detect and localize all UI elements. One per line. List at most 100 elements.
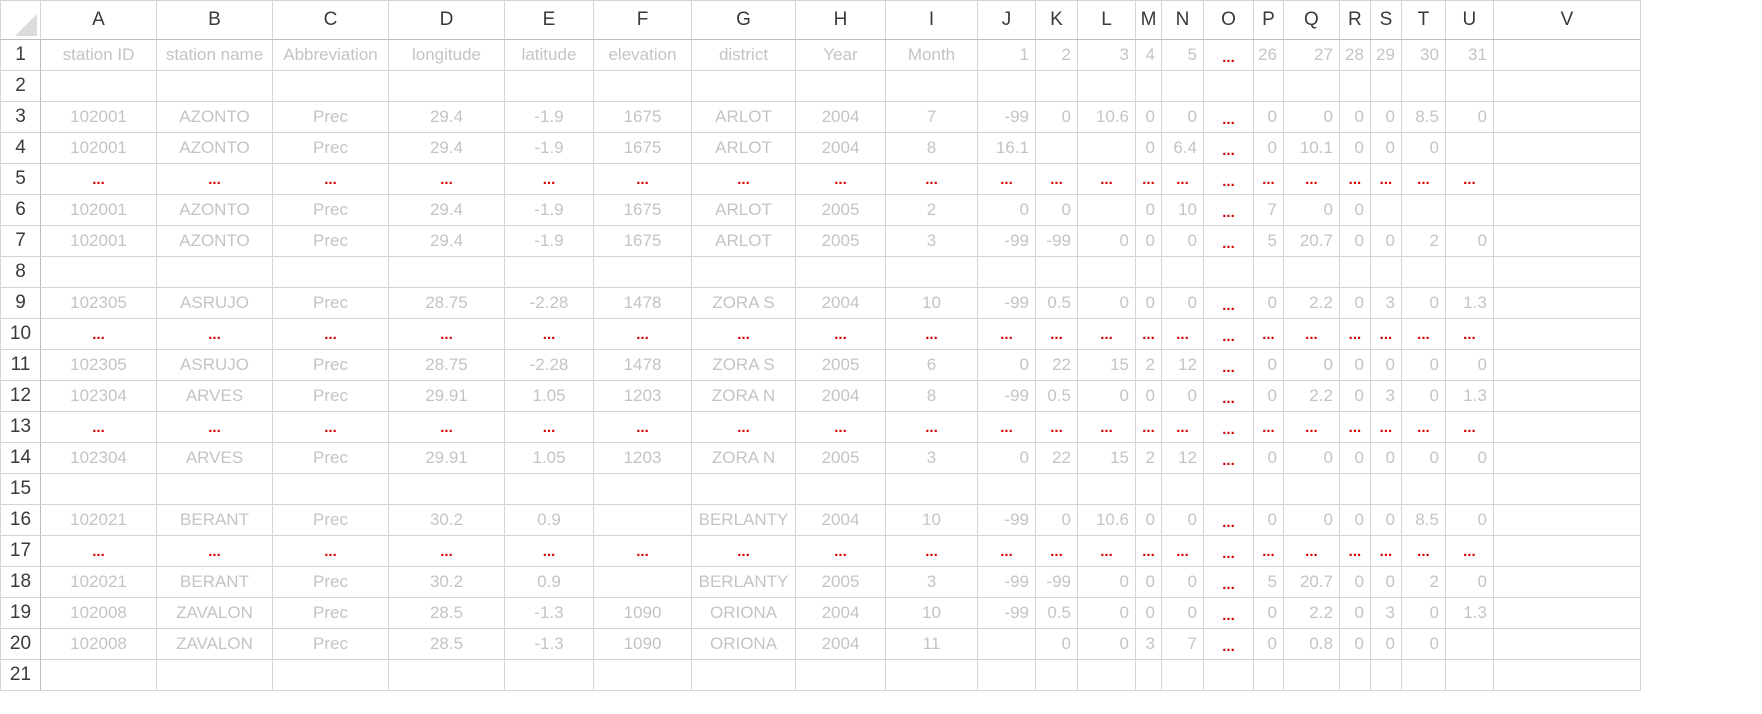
cell-a19[interactable]: 102008 <box>40 597 157 629</box>
cell-s2[interactable] <box>1369 70 1402 102</box>
cell-f4[interactable]: 1675 <box>593 132 692 164</box>
cell-k13[interactable]: ... <box>1035 411 1078 443</box>
cell-p9[interactable]: 0 <box>1253 287 1284 319</box>
cell-b19[interactable]: ZAVALON <box>156 597 273 629</box>
cell-s6[interactable] <box>1369 194 1402 226</box>
cell-o11[interactable]: ... <box>1203 349 1254 381</box>
cell-p14[interactable]: 0 <box>1253 442 1284 474</box>
cell-l11[interactable]: 15 <box>1077 349 1136 381</box>
cell-b11[interactable]: ASRUJO <box>156 349 273 381</box>
cell-k8[interactable] <box>1035 256 1078 288</box>
cell-e21[interactable] <box>504 659 594 691</box>
cell-v17[interactable] <box>1492 535 1641 567</box>
cell-v16[interactable] <box>1492 504 1641 536</box>
column-header-n[interactable]: N <box>1161 0 1204 40</box>
cell-g7[interactable]: ARLOT <box>691 225 796 257</box>
cell-p6[interactable]: 7 <box>1253 194 1284 226</box>
cell-t8[interactable] <box>1400 256 1446 288</box>
cell-d4[interactable]: 29.4 <box>388 132 505 164</box>
cell-a11[interactable]: 102305 <box>40 349 157 381</box>
cell-l15[interactable] <box>1077 473 1136 505</box>
cell-q5[interactable]: ... <box>1282 163 1340 195</box>
column-header-t[interactable]: T <box>1400 0 1446 40</box>
cell-e17[interactable]: ... <box>504 535 594 567</box>
cell-u5[interactable]: ... <box>1444 163 1494 195</box>
cell-c9[interactable]: Prec <box>272 287 389 319</box>
row-header-7[interactable]: 7 <box>0 225 41 257</box>
cell-s14[interactable]: 0 <box>1369 442 1402 474</box>
cell-l19[interactable]: 0 <box>1077 597 1136 629</box>
cell-q7[interactable]: 20.7 <box>1282 225 1340 257</box>
cell-d3[interactable]: 29.4 <box>388 101 505 133</box>
cell-k7[interactable]: -99 <box>1035 225 1078 257</box>
column-header-i[interactable]: I <box>885 0 978 40</box>
cell-v15[interactable] <box>1492 473 1641 505</box>
cell-i18[interactable]: 3 <box>885 566 978 598</box>
cell-p7[interactable]: 5 <box>1253 225 1284 257</box>
cell-a15[interactable] <box>40 473 157 505</box>
cell-c12[interactable]: Prec <box>272 380 389 412</box>
cell-a18[interactable]: 102021 <box>40 566 157 598</box>
cell-e1[interactable]: latitude <box>504 39 594 71</box>
cell-t16[interactable]: 8.5 <box>1400 504 1446 536</box>
cell-q9[interactable]: 2.2 <box>1282 287 1340 319</box>
cell-d2[interactable] <box>388 70 505 102</box>
cell-v9[interactable] <box>1492 287 1641 319</box>
cell-q12[interactable]: 2.2 <box>1282 380 1340 412</box>
cell-n2[interactable] <box>1161 70 1204 102</box>
cell-j5[interactable]: ... <box>977 163 1036 195</box>
column-header-u[interactable]: U <box>1444 0 1494 40</box>
cell-s12[interactable]: 3 <box>1369 380 1402 412</box>
cell-l5[interactable]: ... <box>1077 163 1136 195</box>
cell-s9[interactable]: 3 <box>1369 287 1402 319</box>
cell-h10[interactable]: ... <box>795 318 886 350</box>
cell-c13[interactable]: ... <box>272 411 389 443</box>
cell-p2[interactable] <box>1253 70 1284 102</box>
cell-n18[interactable]: 0 <box>1161 566 1204 598</box>
cell-n6[interactable]: 10 <box>1161 194 1204 226</box>
cell-t12[interactable]: 0 <box>1400 380 1446 412</box>
cell-g14[interactable]: ZORA N <box>691 442 796 474</box>
cell-f12[interactable]: 1203 <box>593 380 692 412</box>
cell-d7[interactable]: 29.4 <box>388 225 505 257</box>
cell-v12[interactable] <box>1492 380 1641 412</box>
cell-q11[interactable]: 0 <box>1282 349 1340 381</box>
cell-q20[interactable]: 0.8 <box>1282 628 1340 660</box>
cell-g10[interactable]: ... <box>691 318 796 350</box>
cell-p11[interactable]: 0 <box>1253 349 1284 381</box>
cell-h7[interactable]: 2005 <box>795 225 886 257</box>
cell-k5[interactable]: ... <box>1035 163 1078 195</box>
cell-k10[interactable]: ... <box>1035 318 1078 350</box>
cell-b12[interactable]: ARVES <box>156 380 273 412</box>
cell-p19[interactable]: 0 <box>1253 597 1284 629</box>
cell-v20[interactable] <box>1492 628 1641 660</box>
row-header-8[interactable]: 8 <box>0 256 41 288</box>
cell-q3[interactable]: 0 <box>1282 101 1340 133</box>
column-header-o[interactable]: O <box>1203 0 1254 40</box>
cell-m21[interactable] <box>1135 659 1162 691</box>
cell-p4[interactable]: 0 <box>1253 132 1284 164</box>
cell-c14[interactable]: Prec <box>272 442 389 474</box>
cell-j20[interactable] <box>977 628 1036 660</box>
column-header-k[interactable]: K <box>1035 0 1078 40</box>
cell-r13[interactable]: ... <box>1338 411 1371 443</box>
cell-u1[interactable]: 31 <box>1444 39 1494 71</box>
cell-r17[interactable]: ... <box>1338 535 1371 567</box>
cell-u9[interactable]: 1.3 <box>1444 287 1494 319</box>
cell-j12[interactable]: -99 <box>977 380 1036 412</box>
column-header-r[interactable]: R <box>1338 0 1371 40</box>
cell-m8[interactable] <box>1135 256 1162 288</box>
cell-h13[interactable]: ... <box>795 411 886 443</box>
cell-j19[interactable]: -99 <box>977 597 1036 629</box>
cell-d1[interactable]: longitude <box>388 39 505 71</box>
cell-u14[interactable]: 0 <box>1444 442 1494 474</box>
cell-p5[interactable]: ... <box>1253 163 1284 195</box>
cell-h12[interactable]: 2004 <box>795 380 886 412</box>
cell-b7[interactable]: AZONTO <box>156 225 273 257</box>
cell-l21[interactable] <box>1077 659 1136 691</box>
cell-g11[interactable]: ZORA S <box>691 349 796 381</box>
cell-g12[interactable]: ZORA N <box>691 380 796 412</box>
cell-a6[interactable]: 102001 <box>40 194 157 226</box>
cell-s15[interactable] <box>1369 473 1402 505</box>
cell-o9[interactable]: ... <box>1203 287 1254 319</box>
